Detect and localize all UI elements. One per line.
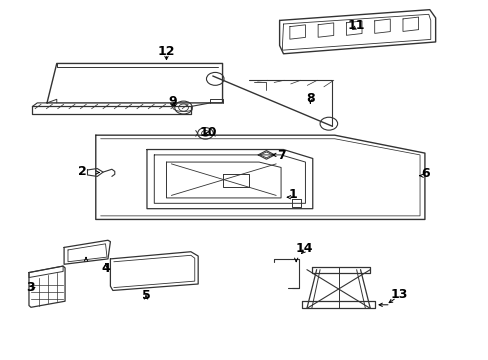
Text: 11: 11	[347, 19, 365, 32]
Text: 13: 13	[390, 288, 407, 301]
Text: 14: 14	[295, 242, 312, 255]
Text: 4: 4	[101, 262, 110, 275]
Text: 1: 1	[288, 188, 297, 201]
Text: 10: 10	[199, 126, 216, 139]
Text: 7: 7	[276, 149, 285, 162]
Text: 6: 6	[421, 167, 429, 180]
Text: 2: 2	[78, 165, 87, 177]
Text: 9: 9	[168, 95, 176, 108]
Text: 12: 12	[158, 45, 175, 58]
Text: 3: 3	[26, 281, 35, 294]
Text: 8: 8	[305, 92, 314, 105]
Text: 5: 5	[142, 289, 150, 302]
